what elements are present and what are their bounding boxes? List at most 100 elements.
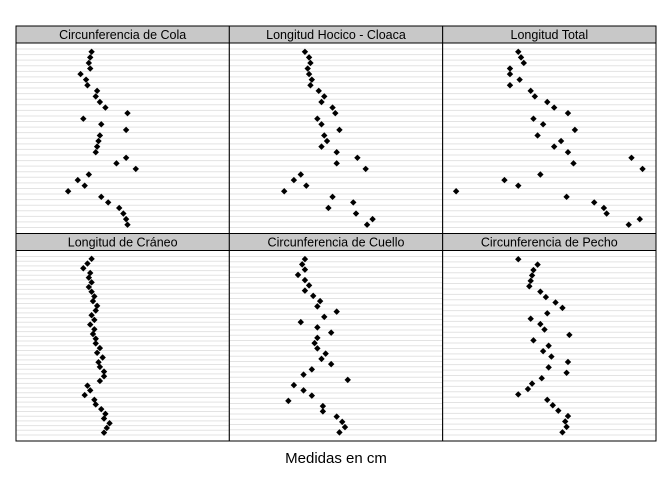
data-point [550, 104, 558, 111]
data-point [362, 165, 369, 173]
panel-title: Longitud Total [511, 28, 589, 42]
data-point [332, 109, 339, 117]
data-point [87, 269, 94, 277]
data-point [344, 376, 351, 384]
data-point [537, 288, 544, 295]
data-point [91, 396, 98, 403]
data-point [100, 368, 108, 375]
data-point [318, 355, 325, 363]
data-point [515, 391, 522, 398]
data-point [314, 324, 321, 331]
data-point [625, 221, 632, 228]
data-point [323, 137, 331, 145]
data-point [80, 115, 87, 122]
data-point [329, 193, 336, 201]
data-point [122, 215, 130, 223]
data-point [548, 353, 555, 360]
data-point [527, 315, 534, 322]
data-point [549, 402, 556, 409]
data-point [339, 418, 346, 426]
data-point [563, 193, 570, 201]
data-point [93, 302, 101, 310]
data-point [538, 375, 545, 382]
data-point [325, 204, 332, 212]
data-point [81, 182, 88, 189]
data-point [311, 339, 318, 347]
data-point [92, 148, 99, 156]
data-point [559, 429, 566, 436]
data-point [82, 76, 90, 83]
data-point [87, 65, 94, 72]
panel-title: Circunferencia de Cola [59, 28, 186, 42]
data-point [300, 371, 307, 378]
data-point [307, 82, 314, 89]
data-point [528, 272, 536, 279]
data-point [85, 274, 93, 281]
data-point [314, 303, 321, 310]
data-point [319, 402, 327, 410]
data-point [104, 199, 112, 206]
panel-2: Longitud Hocico - Cloaca [228, 25, 444, 234]
data-point [88, 255, 95, 263]
data-point [555, 407, 562, 414]
data-point [506, 65, 514, 72]
data-point [329, 104, 336, 111]
data-point [636, 215, 643, 223]
data-point [537, 171, 544, 178]
data-point [542, 293, 550, 301]
data-point [564, 358, 572, 366]
data-point [341, 423, 349, 431]
data-point [307, 59, 314, 67]
data-point [85, 283, 93, 291]
data-point [327, 360, 335, 368]
data-point [87, 387, 94, 394]
data-point [102, 410, 109, 418]
data-point [106, 420, 113, 427]
data-point [600, 204, 608, 212]
data-point [297, 318, 304, 326]
data-point [80, 265, 87, 272]
data-point [96, 98, 104, 106]
data-point [318, 98, 325, 106]
data-point [308, 366, 316, 373]
panel-3: Longitud Total [442, 25, 657, 234]
data-point [544, 396, 551, 404]
data-point [92, 340, 99, 347]
data-point [88, 48, 95, 55]
data-point [297, 171, 304, 178]
data-point [559, 304, 566, 312]
data-point [363, 221, 371, 228]
data-point [298, 261, 306, 268]
data-point [550, 143, 558, 150]
data-point [570, 160, 577, 167]
data-point [564, 412, 572, 420]
data-point [566, 331, 573, 339]
data-point [333, 413, 340, 420]
data-point [539, 347, 547, 355]
data-point [557, 137, 565, 145]
data-point [333, 148, 340, 156]
data-point [87, 54, 94, 61]
panel-title: Circunferencia de Pecho [481, 236, 618, 250]
data-point [527, 87, 534, 95]
data-point [527, 277, 534, 285]
data-point [91, 316, 98, 324]
data-point [98, 405, 105, 413]
data-point [124, 109, 131, 117]
data-point [318, 143, 325, 150]
data-point [321, 132, 328, 139]
data-point [98, 193, 105, 201]
data-point [92, 307, 99, 314]
data-point [506, 70, 514, 78]
data-point [100, 415, 108, 422]
data-point [91, 326, 98, 333]
data-point [564, 109, 572, 117]
panel-title: Longitud Hocico - Cloaca [266, 28, 406, 42]
data-point [315, 87, 322, 95]
data-point [93, 143, 101, 150]
data-point [333, 160, 340, 167]
data-point [92, 93, 99, 100]
data-point [113, 160, 120, 167]
